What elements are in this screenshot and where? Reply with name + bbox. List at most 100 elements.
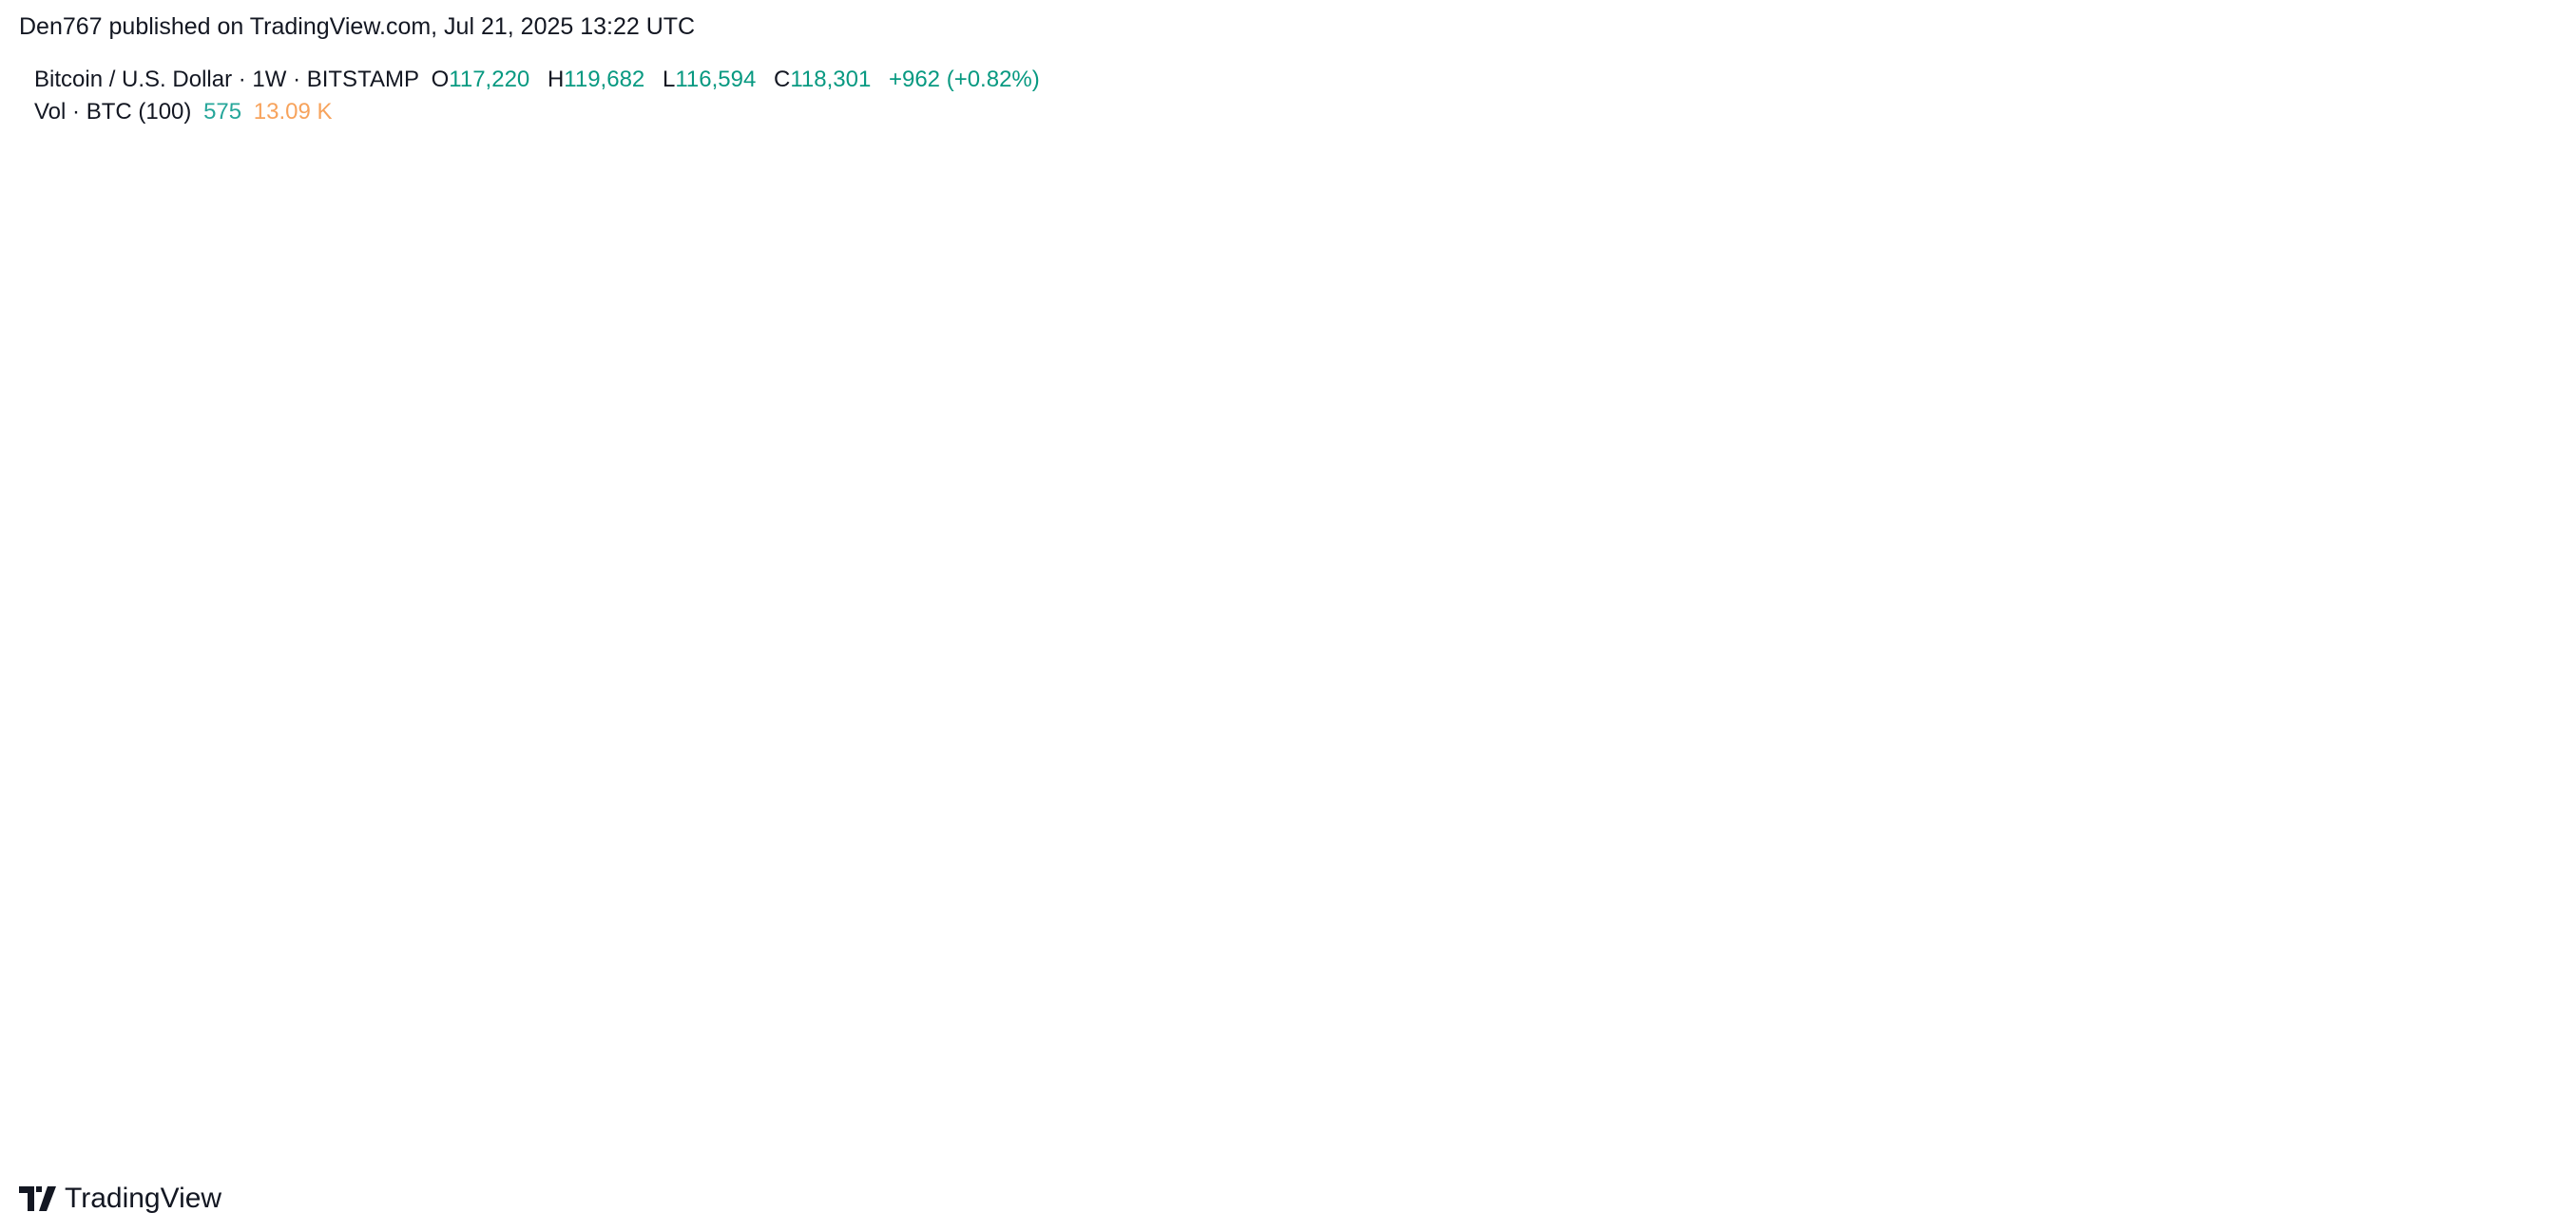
candle	[798, 797, 812, 1112]
candle	[738, 1000, 752, 1112]
volume-bar	[876, 1032, 894, 1112]
volume-bar	[574, 1025, 592, 1112]
volume-bar	[474, 1005, 492, 1112]
x-tick-label: 2025	[838, 1127, 892, 1154]
y-tick-label: 116,000	[2436, 618, 2521, 645]
x-tick-label: Mar	[1006, 1127, 1047, 1154]
x-tick-label: Mar	[2051, 1127, 2092, 1154]
volume-bar	[1198, 1031, 1216, 1112]
volume-bar	[253, 1022, 271, 1112]
y-tick-label: 140,000	[2436, 99, 2522, 125]
orange-line-price-label	[2430, 700, 2547, 734]
volume-bar	[1178, 1050, 1196, 1112]
price-axis[interactable]: 140,000 136,000 132,000 128,000 124,000 116,0…	[2436, 99, 2522, 1077]
volume-bar	[132, 1000, 150, 1112]
candle	[898, 777, 913, 991]
candle-body	[1280, 853, 1295, 857]
event-markers[interactable]	[1407, 1024, 1507, 1107]
y-tick-label: 132,000	[2436, 272, 2522, 298]
last-price-label	[2430, 568, 2547, 626]
volume-bar	[334, 998, 352, 1112]
volume-bar	[956, 1046, 974, 1112]
volume-bar	[796, 986, 814, 1112]
volume-bar	[1298, 1065, 1317, 1112]
x-tick-label: Jul	[307, 1127, 337, 1154]
candle-body	[898, 923, 913, 955]
volume-bar	[314, 1011, 331, 1112]
volume-ma-area	[17, 991, 1440, 1112]
us-flag-icon[interactable]	[1408, 1067, 1448, 1107]
volume-bars	[17, 846, 1437, 1112]
volume-bar	[655, 989, 673, 1112]
volume-axis-text: 575	[2441, 1082, 2481, 1108]
candle	[837, 1002, 852, 1112]
candle-body	[1260, 781, 1275, 857]
candle	[1380, 557, 1394, 817]
volume-bar	[534, 1004, 552, 1112]
grid	[17, 50, 2428, 1112]
x-tick-label: Sep	[482, 1127, 524, 1154]
volume-bar	[17, 947, 29, 1112]
orange-line-price-text: 112,000	[2443, 704, 2528, 731]
volume-bar	[92, 982, 110, 1112]
volume-bar	[1158, 1017, 1176, 1112]
symbol-name[interactable]: Bitcoin / U.S. Dollar · 1W · BITSTAMP	[34, 67, 419, 92]
volume-bar	[1358, 1074, 1376, 1112]
y-tick-label: 136,000	[2436, 185, 2522, 212]
y-tick-label: 104,000	[2436, 877, 2522, 904]
symbol-legend: Bitcoin / U.S. Dollar · 1W · BITSTAMP O1…	[34, 67, 1046, 93]
candle	[1260, 745, 1275, 912]
candle-body	[817, 1085, 832, 1112]
volume-indicator-name[interactable]: Vol · BTC (100)	[34, 99, 192, 125]
candle-body	[1220, 837, 1234, 890]
volume-bar	[152, 1040, 170, 1112]
volume-bar	[394, 986, 412, 1112]
volume-bar	[233, 1016, 251, 1112]
us-flag-icon[interactable]	[1467, 1067, 1507, 1107]
orange-line-price-label	[2430, 950, 2547, 985]
open-value: 117,220	[449, 67, 530, 92]
lightning-event-icon[interactable]	[1407, 1024, 1450, 1063]
volume-ma-line	[20, 991, 1429, 1008]
low-label: L	[662, 67, 676, 92]
volume-bar	[354, 983, 372, 1112]
volume-ma-value: 13.09 K	[253, 99, 333, 125]
candle	[1401, 475, 1415, 638]
candle-body	[918, 923, 932, 1030]
volume-bar	[635, 1023, 653, 1112]
volume-axis-label	[2430, 1078, 2496, 1110]
candle	[758, 899, 772, 1096]
change-value: +962 (+0.82%)	[888, 67, 1040, 92]
volume-bar	[716, 855, 733, 1112]
candle	[1019, 1097, 1033, 1112]
volume-bar	[675, 941, 693, 1112]
candle	[1340, 794, 1355, 987]
low-value: 116,594	[675, 67, 757, 92]
us-flag-icon[interactable]	[1429, 1067, 1469, 1107]
candle-body	[778, 882, 792, 955]
volume-legend: Vol · BTC (100) 575 13.09 K	[34, 99, 338, 125]
time-axis[interactable]: May Jul Sep Nov 2025 Mar May Jul Sep Nov 2026 Mar Ma…	[139, 1127, 2439, 1154]
candle	[1280, 830, 1295, 970]
candle-body	[1401, 563, 1415, 604]
candle-body	[738, 1022, 752, 1039]
horizontal-lines[interactable]	[17, 552, 2428, 970]
candle	[817, 982, 832, 1112]
volume-bar	[1278, 1060, 1297, 1112]
volume-bar	[1057, 1045, 1075, 1112]
candle	[1180, 1024, 1194, 1112]
candle-body	[1180, 1101, 1194, 1112]
candle	[1200, 870, 1214, 1112]
x-tick-label: Jul	[1373, 1127, 1403, 1154]
volume-bar	[72, 970, 90, 1112]
candle	[1160, 1068, 1174, 1112]
candle-body	[1320, 857, 1335, 957]
volume-bar	[213, 1037, 231, 1112]
tradingview-logo-text: TradingView	[65, 1183, 222, 1214]
volume-bar	[31, 1013, 49, 1112]
volume-bar	[997, 956, 1015, 1112]
tradingview-logo[interactable]: TradingView	[19, 1183, 221, 1215]
volume-bar	[756, 934, 774, 1112]
x-tick-label: J	[2428, 1127, 2440, 1154]
